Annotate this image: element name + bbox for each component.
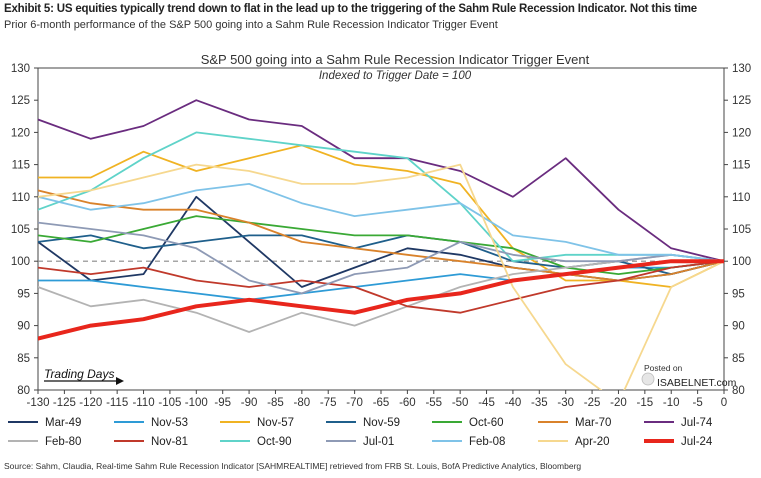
x-tick-label: -120 [79,397,102,409]
legend-label-nov-57: Nov-57 [257,417,294,429]
y-tick-label-left: 130 [11,63,30,75]
x-tick-label: -100 [185,397,208,409]
series-line-feb-08 [38,183,724,263]
legend-label-feb-80: Feb-80 [45,436,81,448]
series-line-apr-20 [38,163,724,390]
y-tick-label-right: 125 [732,95,751,107]
x-tick-label: -50 [452,397,469,409]
y-tick-label-left: 110 [12,192,30,204]
x-tick-label: -85 [267,397,284,409]
series-line-mar-70 [38,189,724,282]
series-line-oct-90 [38,131,724,263]
x-tick-label: -125 [53,397,76,409]
watermark-posted-on: Posted on [644,363,683,373]
series-layer [38,99,724,390]
source-note: Source: Sahm, Claudia, Real-time Sahm Ru… [4,461,582,471]
y-tick-label-left: 125 [11,95,30,107]
y-tick-label-left: 105 [11,224,30,236]
x-tick-label: -45 [478,397,495,409]
legend-label-jul-01: Jul-01 [363,436,394,448]
x-tick-label: -40 [505,397,522,409]
series-line-nov-81 [38,260,724,314]
y-tick-label-left: 85 [17,353,30,365]
y-tick-label-left: 90 [17,321,30,333]
trading-days-label: Trading Days [44,367,114,381]
legend-label-apr-20: Apr-20 [575,436,610,448]
x-tick-label: -15 [637,397,654,409]
x-tick-label: -90 [241,397,258,409]
logo-icon [641,372,655,386]
y-tick-label-left: 95 [17,288,30,300]
x-tick-label: -70 [346,397,363,409]
series-line-feb-80 [38,253,724,333]
legend-label-jul-24: Jul-24 [681,436,713,448]
y-tick-label-right: 95 [732,288,745,300]
x-tick-label: 0 [721,397,727,409]
annotation-layer: Trading Days Posted on ISABELNET.com [44,363,737,389]
y-tick-label-right: 90 [732,321,745,333]
y-tick-label-right: 130 [732,63,751,75]
legend: Mar-49 Nov-53 Nov-57 Nov-59 Oct-60 Mar-70 Jul-… [8,417,713,448]
x-tick-label: -115 [106,397,128,409]
exhibit-subtitle: Prior 6-month performance of the S&P 500… [4,19,498,31]
y-tick-label-right: 85 [732,353,745,365]
x-tick-label: -20 [610,397,627,409]
x-tick-label: -105 [158,397,181,409]
series-line-jul-01 [38,221,724,295]
series-line-jul-74 [38,99,724,263]
legend-label-feb-08: Feb-08 [469,436,505,448]
chart-subtitle: Indexed to Trigger Date = 100 [319,70,472,82]
legend-label-nov-53: Nov-53 [151,417,188,429]
exhibit-title: Exhibit 5: US equities typically trend d… [4,3,697,15]
x-tick-label: -60 [399,397,416,409]
legend-label-oct-90: Oct-90 [257,436,292,448]
y-tick-label-right: 110 [732,192,750,204]
series-line-oct-60 [38,215,724,275]
series-line-jul-24 [38,259,724,341]
x-tick-label: -30 [557,397,574,409]
y-tick-label-left: 80 [17,385,30,397]
y-tick-label-right: 105 [732,224,751,236]
x-tick-label: -75 [320,397,337,409]
axes: 80 80 85 85 90 90 95 95 100 100 105 105 110 110 115 115… [11,63,751,409]
trading-days-arrow-head [116,377,124,385]
y-tick-label-left: 115 [12,160,30,172]
x-tick-label: -55 [425,397,442,409]
legend-label-mar-49: Mar-49 [45,417,81,429]
legend-label-oct-60: Oct-60 [469,417,504,429]
x-tick-label: -80 [294,397,311,409]
y-tick-label-right: 115 [732,160,750,172]
x-tick-label: -65 [373,397,390,409]
x-tick-label: -25 [584,397,601,409]
chart-title: S&P 500 going into a Sahm Rule Recession… [201,52,590,67]
y-tick-label-right: 100 [732,256,751,268]
legend-label-nov-81: Nov-81 [151,436,188,448]
y-tick-label-right: 80 [732,385,745,397]
legend-label-mar-70: Mar-70 [575,417,611,429]
y-tick-label-left: 100 [11,256,30,268]
y-tick-label-left: 120 [11,127,30,139]
watermark-site: ISABELNET.com [657,377,737,389]
x-tick-label: -130 [26,397,49,409]
legend-label-jul-74: Jul-74 [681,417,713,429]
y-tick-label-right: 120 [732,127,751,139]
series-line-nov-57 [38,144,724,288]
x-tick-label: -10 [663,397,680,409]
x-tick-label: -95 [214,397,231,409]
x-tick-label: -5 [692,397,702,409]
isabelnet-logo: Posted on ISABELNET.com [641,363,737,389]
legend-label-nov-59: Nov-59 [363,417,400,429]
x-tick-label: -110 [132,397,154,409]
x-tick-label: -35 [531,397,548,409]
